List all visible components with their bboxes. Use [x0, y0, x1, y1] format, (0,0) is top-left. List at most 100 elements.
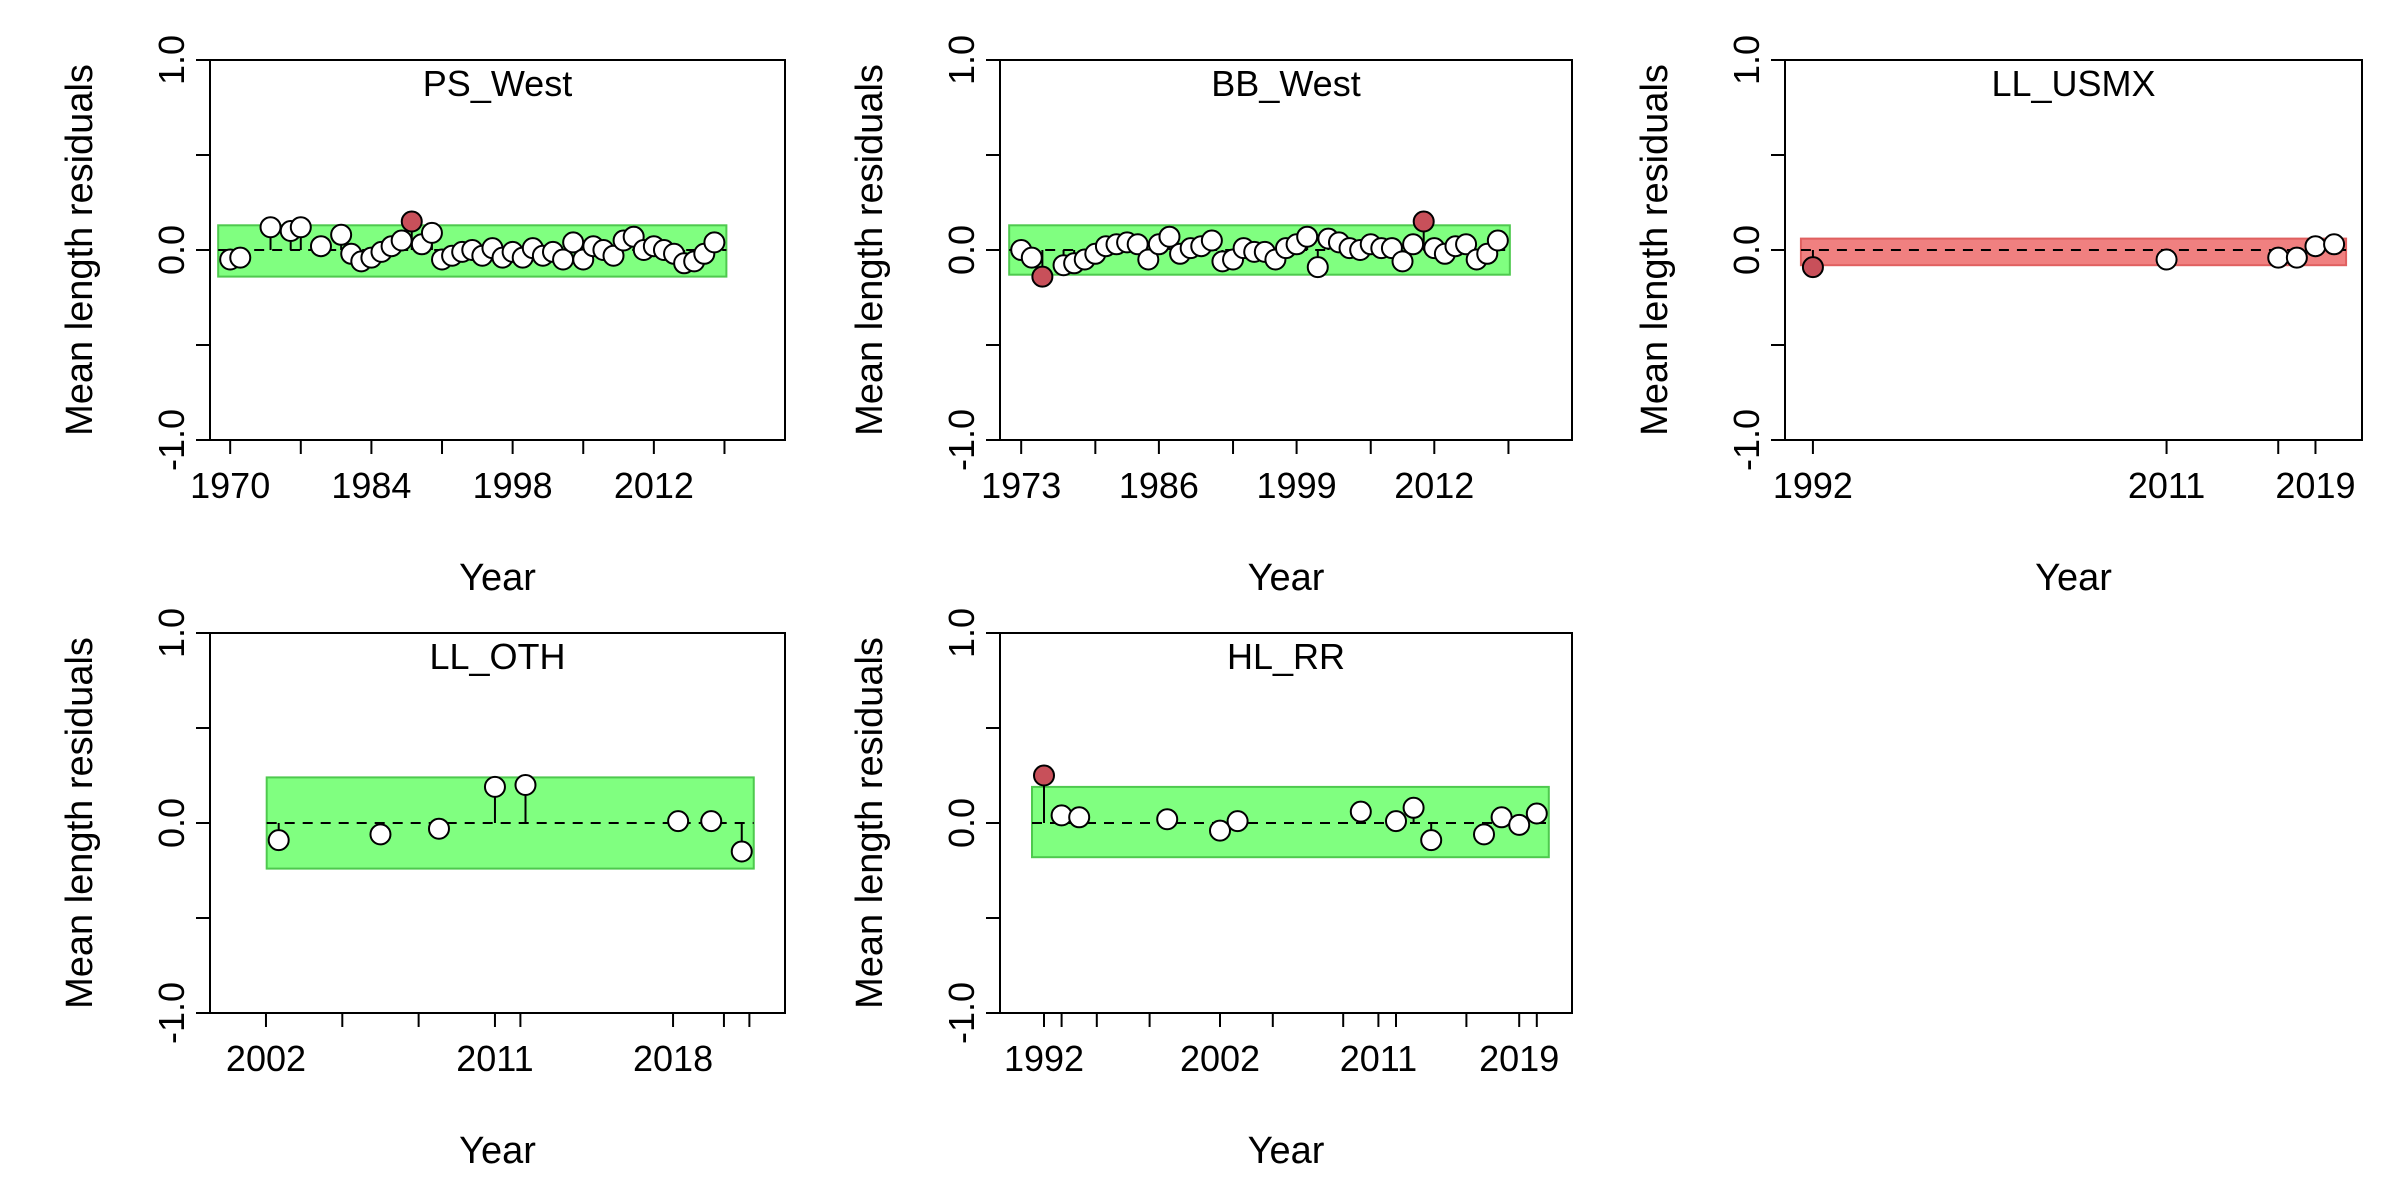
residual-point — [1126, 233, 1149, 256]
residual-point — [1296, 225, 1319, 248]
x-tick-label: 1970 — [190, 465, 270, 506]
residual-point — [1200, 229, 1223, 252]
y-tick-label: 1.0 — [151, 35, 192, 85]
residual-point — [730, 840, 753, 863]
x-tick-label: 1986 — [1119, 465, 1199, 506]
x-tick-label: 1992 — [1004, 1038, 1084, 1079]
y-axis-label: Mean length residuals — [849, 64, 891, 436]
residual-point — [2267, 246, 2290, 269]
residual-point — [1385, 810, 1407, 833]
residual-point — [1158, 225, 1181, 248]
x-tick-label: 2002 — [1180, 1038, 1260, 1079]
panel-title: PS_West — [423, 63, 572, 104]
y-axis-label: Mean length residuals — [849, 637, 891, 1009]
y-tick-label: 0.0 — [941, 798, 982, 848]
residual-point — [1525, 802, 1548, 825]
x-tick-label: 2019 — [1479, 1038, 1559, 1079]
residual-point — [1455, 233, 1478, 256]
residual-point — [1306, 256, 1329, 279]
y-tick-label: 0.0 — [151, 798, 192, 848]
residual-point — [229, 246, 252, 269]
y-tick-label: -1.0 — [151, 982, 192, 1044]
x-tick-label: 2011 — [1340, 1038, 1417, 1079]
y-tick-label: -1.0 — [941, 409, 982, 471]
residual-point — [667, 810, 690, 833]
residual-point-outlier — [400, 210, 423, 233]
y-tick-label: 1.0 — [1726, 35, 1767, 85]
x-tick-label: 1984 — [331, 465, 411, 506]
panel-title: LL_OTH — [429, 636, 565, 677]
x-tick-label: 2011 — [456, 1038, 533, 1079]
residual-point-outlier — [1412, 210, 1435, 233]
residual-point — [2304, 235, 2327, 258]
x-axis-label: Year — [1248, 1130, 1325, 1172]
x-tick-label: 2019 — [2275, 465, 2355, 506]
residual-point — [1020, 246, 1043, 269]
residual-point — [1068, 806, 1091, 829]
residual-point — [2155, 248, 2178, 271]
panel-ps-west: -1.0 0.0 1.0 1970 1984 1998 2012 PS_West Year Mea… — [59, 35, 786, 599]
panel-title: LL_USMX — [1991, 63, 2155, 104]
y-axis-label: Mean length residuals — [59, 637, 101, 1009]
residual-point — [700, 810, 723, 833]
residual-point — [289, 216, 312, 239]
residual-point — [330, 223, 353, 246]
residual-point — [259, 216, 282, 239]
residual-point — [1137, 248, 1160, 271]
y-tick-label: 0.0 — [1726, 225, 1767, 275]
x-tick-label: 2011 — [2128, 465, 2205, 506]
panel-bb-west: -1.0 0.0 1.0 1973 1986 1999 2012 BB_West Year Mea… — [849, 35, 1573, 599]
confidence-band — [1799, 237, 2348, 267]
x-tick-label: 1999 — [1257, 465, 1337, 506]
panel-title: HL_RR — [1227, 636, 1345, 677]
residual-point — [1209, 819, 1231, 842]
y-tick-label: 1.0 — [941, 608, 982, 658]
residual-point — [309, 235, 332, 258]
residual-point — [2285, 246, 2308, 269]
residual-point — [1349, 800, 1372, 823]
residual-point — [703, 231, 726, 254]
residual-point — [483, 775, 506, 798]
residual-point — [1391, 250, 1414, 273]
residual-point — [1420, 829, 1443, 852]
x-tick-label: 2012 — [614, 465, 694, 506]
x-axis-label: Year — [2035, 557, 2112, 599]
residual-point — [369, 823, 392, 846]
y-tick-label: -1.0 — [1726, 409, 1767, 471]
panel-ll-usmx: -1.0 0.0 1.0 1992 2011 2019 LL_USMX Year Mean le… — [1634, 35, 2363, 599]
x-tick-label: 1973 — [981, 465, 1061, 506]
x-axis-label: Year — [459, 557, 536, 599]
residual-point — [1473, 823, 1495, 846]
y-tick-label: 0.0 — [151, 225, 192, 275]
residual-point — [1402, 233, 1425, 256]
panel-hl-rr: -1.0 0.0 1.0 1992 2002 2011 2019 HL_RR Year Mean … — [849, 608, 1573, 1172]
x-tick-label: 2012 — [1394, 465, 1474, 506]
residual-point-outlier — [1031, 265, 1054, 288]
residual-point-outlier — [1033, 764, 1055, 787]
y-tick-label: 1.0 — [941, 35, 982, 85]
residual-point — [1402, 796, 1425, 819]
y-tick-label: 0.0 — [941, 225, 982, 275]
residual-point — [1486, 229, 1509, 252]
residual-point — [1156, 808, 1179, 831]
residual-point — [267, 829, 290, 852]
residual-point — [1226, 810, 1249, 833]
residual-point — [420, 221, 443, 244]
x-axis-label: Year — [1248, 557, 1325, 599]
x-tick-label: 1998 — [473, 465, 553, 506]
y-tick-label: -1.0 — [941, 982, 982, 1044]
residual-point — [2323, 233, 2346, 256]
x-tick-label: 2002 — [226, 1038, 306, 1079]
residual-point — [390, 229, 413, 252]
residual-point — [602, 244, 625, 267]
panel-title: BB_West — [1211, 63, 1360, 104]
y-axis-label: Mean length residuals — [59, 64, 101, 436]
y-tick-label: -1.0 — [151, 409, 192, 471]
y-axis-label: Mean length residuals — [1634, 64, 1676, 436]
residual-point — [427, 817, 450, 840]
x-tick-label: 1992 — [1773, 465, 1853, 506]
panel-ll-oth: -1.0 0.0 1.0 2002 2011 2018 LL_OTH Year Mean len… — [59, 608, 786, 1172]
y-tick-label: 1.0 — [151, 608, 192, 658]
residual-point — [514, 774, 537, 796]
